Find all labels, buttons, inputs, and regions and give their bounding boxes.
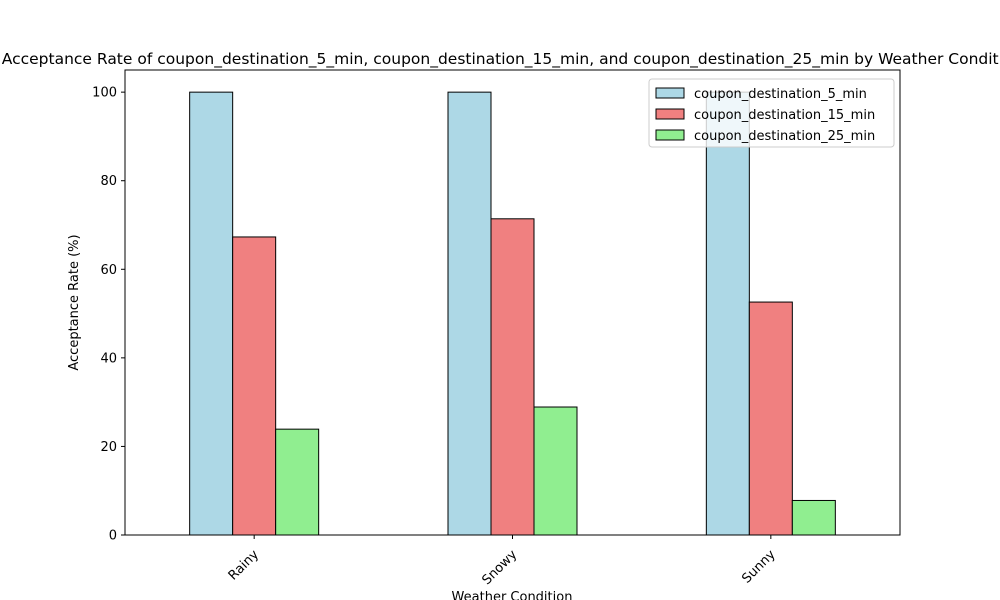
legend-label: coupon_destination_5_min <box>694 87 867 102</box>
legend-label: coupon_destination_15_min <box>694 108 875 123</box>
bar-sunny-2 <box>791 499 836 536</box>
legend-box <box>648 78 895 148</box>
y-axis-label: Acceptance Rate (%) <box>67 234 82 370</box>
y-tick-label: 60 <box>100 263 117 278</box>
bar-snowy-1 <box>490 218 535 536</box>
legend-swatch <box>655 87 685 99</box>
y-tick-label: 80 <box>100 174 117 189</box>
bar-snowy-0 <box>447 91 492 536</box>
x-tick-label: Rainy <box>226 547 262 583</box>
y-tick-label: 0 <box>109 529 117 544</box>
x-tick-label: Sunny <box>739 547 779 587</box>
bar-rainy-2 <box>275 428 320 536</box>
bar-snowy-2 <box>533 406 578 536</box>
x-axis: Rainy Snowy Sunny <box>226 535 779 588</box>
chart-title: Acceptance Rate of coupon_destination_5_… <box>2 50 1000 69</box>
bar-rainy-1 <box>232 236 277 536</box>
bar-sunny-1 <box>748 301 793 536</box>
plot-area <box>189 91 836 536</box>
legend: coupon_destination_5_min coupon_destinati… <box>648 78 895 148</box>
x-tick-label: Snowy <box>479 547 520 588</box>
y-tick-label: 20 <box>100 440 117 455</box>
y-tick-label: 100 <box>92 86 117 101</box>
y-axis: 0 20 40 60 80 100 <box>92 86 125 544</box>
y-tick-label: 40 <box>100 351 117 366</box>
bar-sunny-0 <box>705 91 750 536</box>
legend-label: coupon_destination_25_min <box>694 129 875 144</box>
legend-swatch <box>655 108 685 120</box>
legend-swatch <box>655 129 685 141</box>
bar-rainy-0 <box>189 91 234 536</box>
x-axis-label: Weather Condition <box>452 590 573 600</box>
